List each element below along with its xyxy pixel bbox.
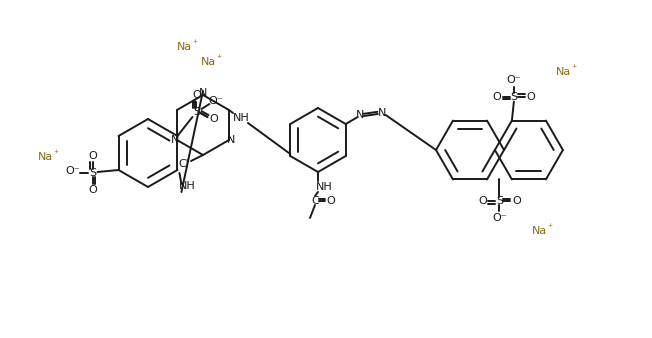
- Text: NH: NH: [179, 181, 196, 191]
- Text: C: C: [311, 196, 319, 206]
- Text: O⁻: O⁻: [65, 166, 80, 176]
- Text: NH: NH: [316, 182, 333, 192]
- Text: Na: Na: [532, 226, 547, 237]
- Text: Na: Na: [556, 67, 572, 76]
- Text: Cl: Cl: [179, 159, 190, 169]
- Text: NH: NH: [233, 113, 249, 123]
- Text: Na: Na: [177, 42, 192, 52]
- Text: O: O: [192, 90, 201, 100]
- Text: O⁻: O⁻: [507, 75, 521, 84]
- Text: N: N: [171, 135, 179, 145]
- Text: S: S: [89, 168, 96, 178]
- Text: O: O: [512, 196, 521, 207]
- Text: S: S: [496, 196, 503, 207]
- Text: ⁺: ⁺: [571, 64, 576, 74]
- Text: N: N: [378, 108, 386, 118]
- Text: O: O: [527, 92, 535, 101]
- Text: O: O: [327, 196, 335, 206]
- Text: O: O: [478, 196, 487, 207]
- Text: N: N: [227, 135, 235, 145]
- Text: ⁺: ⁺: [216, 54, 221, 64]
- Text: O: O: [88, 185, 97, 195]
- Text: S: S: [511, 92, 518, 101]
- Text: O: O: [492, 92, 501, 101]
- Text: ⁺: ⁺: [192, 39, 197, 49]
- Text: O⁻: O⁻: [208, 96, 223, 106]
- Text: S: S: [193, 107, 200, 117]
- Text: Na: Na: [38, 152, 53, 162]
- Text: N: N: [355, 110, 364, 120]
- Text: O⁻: O⁻: [492, 213, 507, 223]
- Text: O: O: [88, 151, 97, 161]
- Text: Na: Na: [201, 57, 216, 67]
- Text: N: N: [199, 88, 207, 98]
- Text: O: O: [209, 114, 218, 124]
- Text: ⁺: ⁺: [53, 149, 58, 159]
- Text: ⁺: ⁺: [547, 223, 552, 234]
